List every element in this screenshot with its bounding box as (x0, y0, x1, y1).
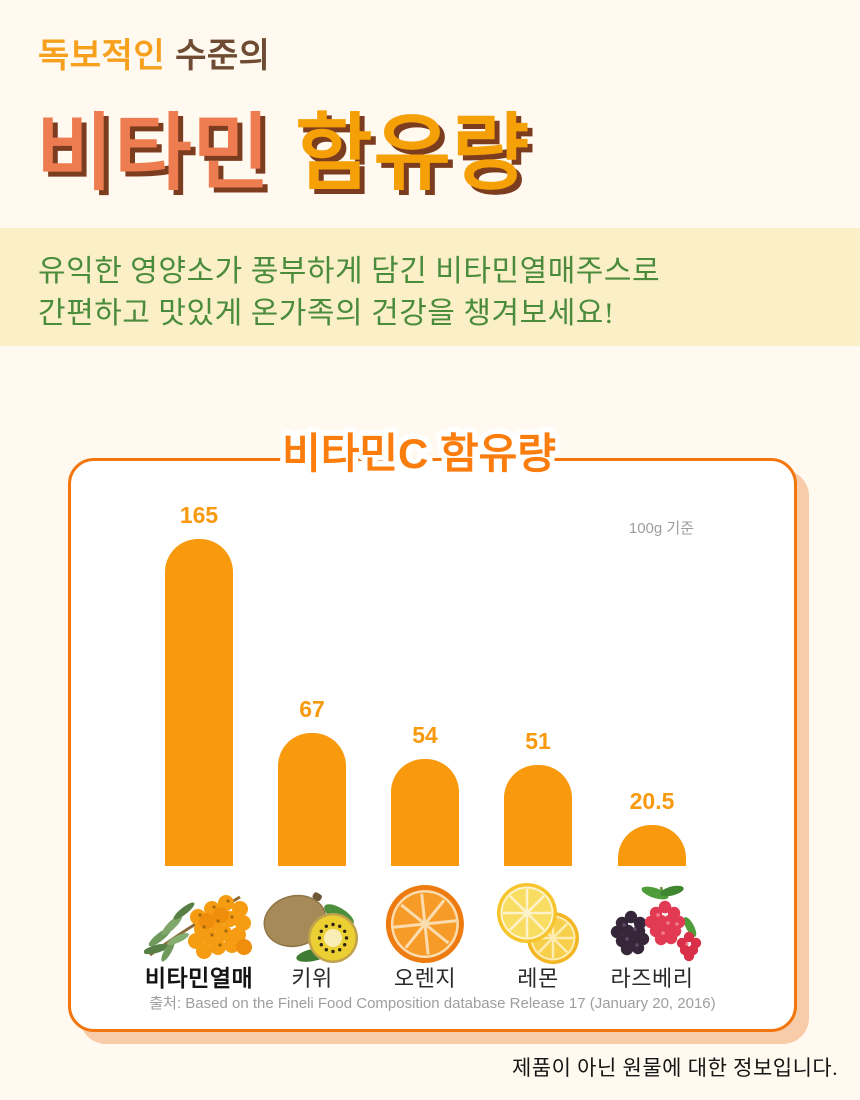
chart-column: 67 키위 (257, 461, 367, 1029)
disclaimer-footnote: 제품이 아닌 원물에 대한 정보입니다. (511, 1056, 838, 1080)
bar-value: 165 (179, 502, 219, 528)
chart-column: 20.5 (597, 461, 707, 1029)
sea-buckthorn-image (144, 895, 252, 962)
bar-category: 오렌지 (393, 966, 457, 991)
bar (391, 759, 459, 866)
bar (504, 765, 572, 866)
lemon-slices-image (497, 883, 579, 964)
page-title: 비타민 함유량 (36, 86, 530, 207)
chart-column: 54 오렌지 (370, 461, 480, 1029)
kiwi-image (263, 892, 358, 963)
page-title-accent-text: 비타민 (36, 106, 271, 200)
kicker-rest-text: 수준의 (165, 37, 271, 75)
bar-value: 20.5 (629, 788, 675, 814)
orange-slice-image (385, 885, 464, 964)
chart-title-text: 비타민C 함유량 (282, 430, 556, 477)
bar-value: 54 (412, 722, 438, 748)
bar (278, 733, 346, 866)
kicker-accent-text: 독보적인 (38, 37, 166, 75)
bar-category: 레몬 (517, 966, 559, 991)
unit-note: 100g 기준 (628, 520, 694, 537)
page-title-rest-text: 함유량 (270, 106, 531, 200)
chart-column: 165 (144, 461, 254, 1029)
bar (165, 539, 233, 866)
bar-value: 67 (299, 696, 325, 722)
bar (618, 825, 686, 866)
raspberry-image (610, 885, 702, 962)
chart-column: 51 (483, 461, 593, 1029)
kicker-line: 독보적인 수준의 (38, 28, 270, 77)
banner-line-1: 유익한 영양소가 풍부하게 담긴 비타민열매주스로 (38, 255, 661, 288)
bar-category: 비타민열매 (144, 965, 254, 991)
source-note: 출처: Based on the Fineli Food Composition… (149, 995, 716, 1012)
banner-line-2: 간편하고 맛있게 온가족의 건강을 챙겨보세요! (38, 297, 615, 330)
benefit-banner: 유익한 영양소가 풍부하게 담긴 비타민열매주스로 간편하고 맛있게 온가족의 … (0, 228, 860, 346)
bar-category: 라즈베리 (610, 966, 694, 991)
chart-card: 100g 기준 165 (68, 458, 797, 1032)
bar-value: 51 (525, 728, 551, 754)
bar-category: 키위 (291, 966, 333, 991)
chart-title: 비타민C 함유량 (277, 425, 562, 483)
